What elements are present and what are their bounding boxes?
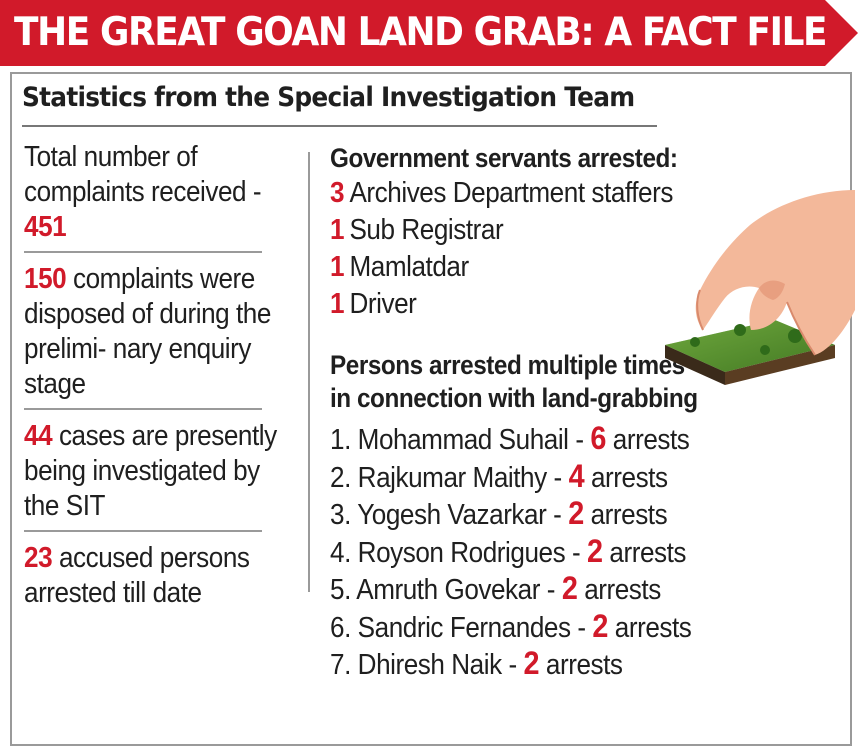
- person-name: Sandric Fernandes: [357, 611, 571, 644]
- list-item: 7. Dhiresh Naik - 2 arrests: [330, 645, 623, 681]
- page-title: THE GREAT GOAN LAND GRAB: A FACT FILE: [14, 10, 828, 55]
- arrests-column: Government servants arrested: 3 Archives …: [330, 142, 850, 684]
- list-item: 3. Yogesh Vazarkar - 2 arrests: [330, 495, 668, 531]
- section-subtitle: Statistics from the Special Investigatio…: [22, 82, 635, 113]
- arrest-unit: arrests: [545, 649, 623, 681]
- arrest-count: 6: [590, 420, 606, 456]
- person-name: Dhiresh Naik: [357, 649, 502, 681]
- stat-complaints-received: Total number of complaints received - 45…: [24, 140, 294, 245]
- stat-divider: [24, 530, 262, 532]
- arrest-unit: arrests: [614, 611, 692, 644]
- item-index: 5.: [330, 574, 351, 606]
- list-item: 1. Mohammad Suhail - 6 arrests: [330, 420, 690, 456]
- person-name: Mohammad Suhail: [357, 424, 569, 456]
- arrest-count: 3: [330, 177, 345, 209]
- arrest-unit: arrests: [590, 499, 668, 531]
- item-index: 2.: [330, 461, 351, 494]
- stat-number: 150: [24, 263, 67, 295]
- column-divider: [308, 152, 310, 592]
- item-index: 3.: [330, 499, 351, 531]
- arrest-unit: arrests: [612, 424, 690, 456]
- hand-grabbing-land-icon: [655, 180, 855, 390]
- item-index: 6.: [330, 611, 351, 644]
- stat-number: 451: [24, 211, 67, 243]
- stat-complaints-disposed: 150 complaints were disposed of during t…: [24, 262, 294, 402]
- subtitle-divider: [22, 125, 657, 127]
- list-item: 5. Amruth Govekar - 2 arrests: [330, 570, 661, 606]
- arrest-count: 2: [561, 570, 578, 606]
- person-name: Amruth Govekar: [356, 574, 540, 606]
- stat-divider: [24, 408, 262, 410]
- banner-arrow-shape: [0, 0, 858, 66]
- stats-column: Total number of complaints received - 45…: [24, 140, 286, 611]
- list-item: 1 Sub Registrar: [330, 212, 834, 249]
- person-name: Rajkumar Maithy: [357, 461, 548, 494]
- government-servants-heading: Government servants arrested:: [330, 143, 678, 173]
- list-item: 1 Driver: [330, 286, 834, 323]
- person-name: Yogesh Vazarkar: [357, 499, 547, 531]
- stat-text: Total number of complaints received -: [24, 141, 262, 208]
- stat-number: 23: [24, 542, 53, 574]
- stat-cases-investigated: 44 cases are presently being investigate…: [24, 419, 294, 524]
- list-item: 2. Rajkumar Maithy - 4 arrests: [330, 457, 668, 494]
- arrest-unit: arrests: [590, 461, 668, 494]
- repeat-offenders-heading: Persons arrested multiple times in conne…: [330, 350, 698, 413]
- list-item: 4. Royson Rodrigues - 2 arrests: [330, 532, 687, 569]
- person-name: Royson Rodrigues: [357, 536, 566, 569]
- stat-text: complaints were disposed of during the p…: [24, 263, 271, 400]
- item-index: 1.: [330, 424, 351, 456]
- arrest-count: 1: [330, 214, 345, 246]
- repeat-offenders-list: 1. Mohammad Suhail - 6 arrests 2. Rajkum…: [330, 420, 850, 684]
- servant-role: Archives Department staffers: [349, 177, 673, 209]
- arrest-count: 2: [568, 495, 584, 531]
- arrest-count: 2: [592, 607, 608, 644]
- arrest-unit: arrests: [609, 536, 687, 569]
- arrest-unit: arrests: [584, 574, 661, 606]
- arrest-count: 2: [523, 645, 540, 681]
- stat-text: cases are presently being investigated b…: [24, 420, 277, 522]
- list-item: 3 Archives Department staffers: [330, 175, 834, 212]
- list-item: 6. Sandric Fernandes - 2 arrests: [330, 607, 692, 644]
- arrest-count: 2: [587, 532, 603, 569]
- arrest-count: 1: [330, 251, 345, 283]
- stat-persons-arrested: 23 accused persons arrested till date: [24, 541, 294, 611]
- title-banner: THE GREAT GOAN LAND GRAB: A FACT FILE: [0, 0, 860, 66]
- list-item: 1 Mamlatdar: [330, 249, 834, 286]
- arrest-count: 1: [330, 288, 345, 320]
- item-index: 7.: [330, 649, 351, 681]
- servant-role: Mamlatdar: [349, 251, 469, 283]
- stat-text: accused persons arrested till date: [24, 542, 250, 609]
- stat-number: 44: [24, 420, 53, 452]
- servant-role: Sub Registrar: [349, 214, 504, 246]
- servant-role: Driver: [349, 288, 417, 320]
- stat-divider: [24, 251, 262, 253]
- item-index: 4.: [330, 536, 351, 569]
- government-servants-list: 3 Archives Department staffers 1 Sub Regis…: [330, 175, 850, 323]
- arrest-count: 4: [568, 457, 585, 494]
